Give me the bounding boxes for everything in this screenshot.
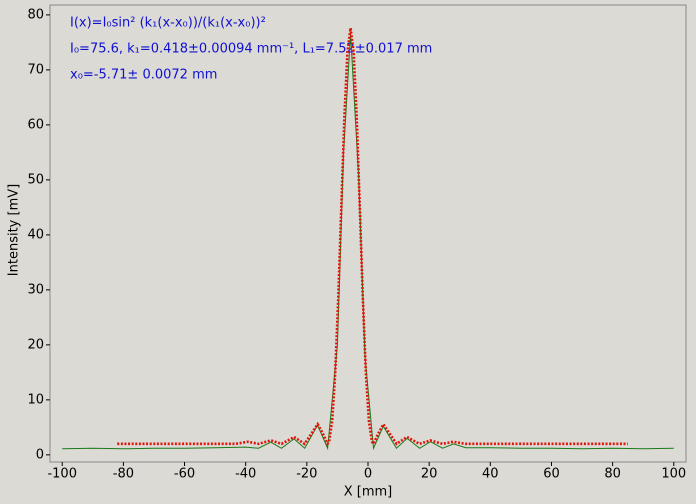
y-tick-label: 40 (27, 227, 44, 242)
x-tick-label: -100 (47, 467, 77, 482)
x-tick-label: 60 (543, 467, 560, 482)
x-tick-label: -40 (235, 467, 256, 482)
x-tick-label: 40 (482, 467, 499, 482)
y-tick-label: 30 (27, 282, 44, 297)
y-tick-label: 10 (27, 392, 44, 407)
annotation: I(x)=I₀sin² (k₁(x-x₀))/(k₁(x-x₀))² (70, 16, 266, 31)
x-tick-label: 100 (661, 467, 686, 482)
x-tick-label: 0 (364, 467, 372, 482)
y-tick-label: 70 (27, 62, 44, 77)
y-tick-label: 80 (27, 7, 44, 22)
y-tick-label: 50 (27, 172, 44, 187)
x-axis-label: X [mm] (344, 485, 393, 500)
x-tick-label: -20 (296, 467, 317, 482)
y-tick-label: 60 (27, 117, 44, 132)
x-tick-label: -60 (174, 467, 195, 482)
y-tick-label: 0 (36, 447, 44, 462)
fit-curve (117, 27, 628, 447)
annotation: x₀=-5.71± 0.0072 mm (70, 68, 217, 83)
y-tick-label: 20 (27, 337, 44, 352)
x-tick-label: 80 (604, 467, 621, 482)
annotation: I₀=75.6, k₁=0.418±0.00094 mm⁻¹, L₁=7.52±… (70, 42, 432, 57)
x-tick-label: 20 (421, 467, 438, 482)
y-axis-label: Intensity [mV] (7, 184, 22, 276)
x-tick-label: -80 (113, 467, 134, 482)
